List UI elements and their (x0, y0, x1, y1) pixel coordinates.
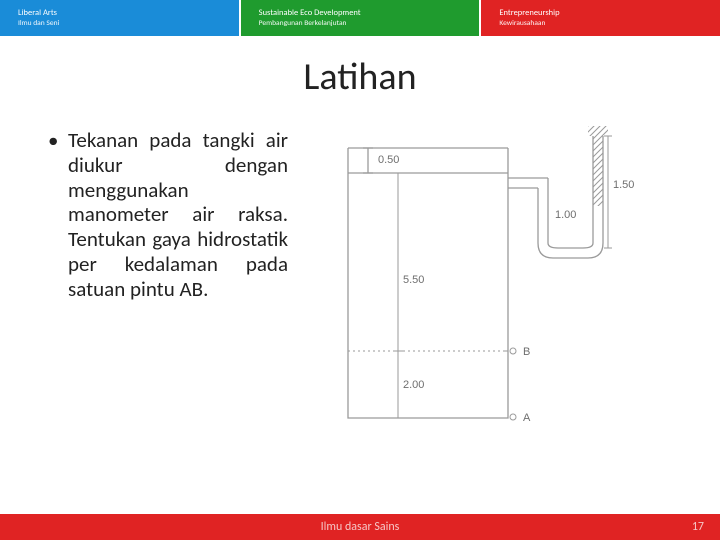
label-top-offset: 0.50 (378, 154, 399, 166)
slide-title: Latihan (0, 54, 720, 100)
label-point-b: B (523, 346, 530, 358)
label-right-height: 1.50 (613, 179, 634, 191)
header-col-eco: Sustainable Eco Development Pembangunan … (239, 0, 480, 36)
manometer-figure: 0.50 1.00 1.50 5.50 2.00 B A (308, 118, 668, 448)
footer-text: Ilmu dasar Sains (321, 520, 400, 534)
label-mano-height: 1.00 (555, 209, 576, 221)
text-column: Tekanan pada tangki air diukur dengan me… (48, 128, 288, 301)
figure-column: 0.50 1.00 1.50 5.50 2.00 B A (288, 128, 680, 301)
header-col-subtitle: Pembangunan Berkelanjutan (259, 19, 480, 28)
content-area: Tekanan pada tangki air diukur dengan me… (0, 128, 720, 301)
bullet-text: Tekanan pada tangki air diukur dengan me… (48, 128, 288, 301)
header-col-subtitle: Kewirausahaan (499, 19, 720, 28)
label-point-a: A (523, 412, 531, 424)
page-number: 17 (692, 520, 704, 534)
header: Liberal Arts Ilmu dan Seni Sustainable E… (0, 0, 720, 36)
header-col-title: Entrepreneurship (499, 8, 720, 18)
footer: Ilmu dasar Sains 17 (0, 514, 720, 540)
header-col-subtitle: Ilmu dan Seni (18, 19, 239, 28)
label-tank-upper: 5.50 (403, 274, 424, 286)
header-col-liberal-arts: Liberal Arts Ilmu dan Seni (0, 0, 239, 36)
label-tank-lower: 2.00 (403, 379, 424, 391)
header-col-title: Sustainable Eco Development (259, 8, 480, 18)
header-col-entrepreneur: Entrepreneurship Kewirausahaan (479, 0, 720, 36)
header-col-title: Liberal Arts (18, 8, 239, 18)
